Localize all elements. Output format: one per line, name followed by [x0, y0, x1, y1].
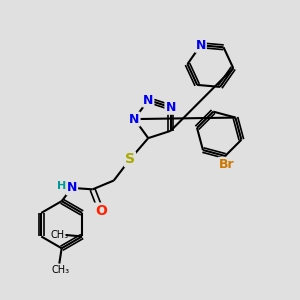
- Text: CH₃: CH₃: [52, 265, 70, 275]
- Text: N: N: [129, 112, 140, 126]
- Text: N: N: [143, 94, 153, 106]
- Text: CH₃: CH₃: [50, 230, 68, 240]
- Text: N: N: [165, 101, 176, 114]
- Text: N: N: [196, 39, 206, 52]
- Text: O: O: [95, 204, 107, 218]
- Text: S: S: [125, 152, 135, 166]
- Text: N: N: [67, 182, 77, 194]
- Text: Br: Br: [219, 158, 234, 171]
- Text: H: H: [57, 181, 66, 190]
